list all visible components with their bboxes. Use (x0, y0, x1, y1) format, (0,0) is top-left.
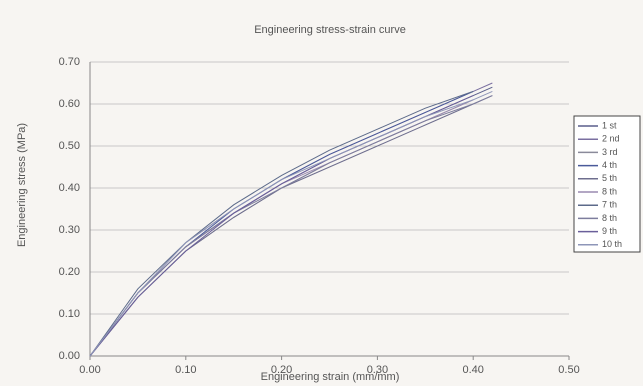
series-line (89, 95, 493, 357)
y-tick-label: 0.00 (59, 350, 80, 362)
legend-label: 10 th (602, 239, 622, 249)
legend-label: 3 rd (602, 147, 618, 157)
legend-label: 9 th (602, 226, 617, 236)
series-line (89, 90, 493, 357)
y-tick-label: 0.60 (59, 98, 80, 110)
series-line (89, 90, 474, 357)
legend-label: 8 th (602, 213, 617, 223)
x-tick-label: 0.20 (271, 364, 292, 376)
legend-label: 8 th (602, 186, 617, 196)
legend-label: 4 th (602, 160, 617, 170)
legend-label: 5 th (602, 173, 617, 183)
y-tick-label: 0.30 (59, 224, 80, 236)
chart-title: Engineering stress-strain curve (254, 24, 406, 36)
x-tick-label: 0.10 (175, 364, 196, 376)
y-tick-label: 0.40 (59, 182, 80, 194)
legend-label: 1 st (602, 120, 617, 130)
x-tick-label: 0.50 (558, 364, 579, 376)
y-tick-label: 0.70 (59, 56, 80, 68)
y-tick-label: 0.50 (59, 140, 80, 152)
x-tick-label: 0.00 (79, 364, 100, 376)
x-tick-label: 0.30 (367, 364, 388, 376)
y-axis-title: Engineering stress (MPa) (16, 123, 28, 247)
x-tick-label: 0.40 (462, 364, 483, 376)
y-tick-label: 0.10 (59, 308, 80, 320)
x-axis-title: Engineering strain (mm/mm) (261, 371, 400, 383)
legend-label: 2 nd (602, 134, 620, 144)
y-tick-label: 0.20 (59, 266, 80, 278)
legend-label: 7 th (602, 200, 617, 210)
